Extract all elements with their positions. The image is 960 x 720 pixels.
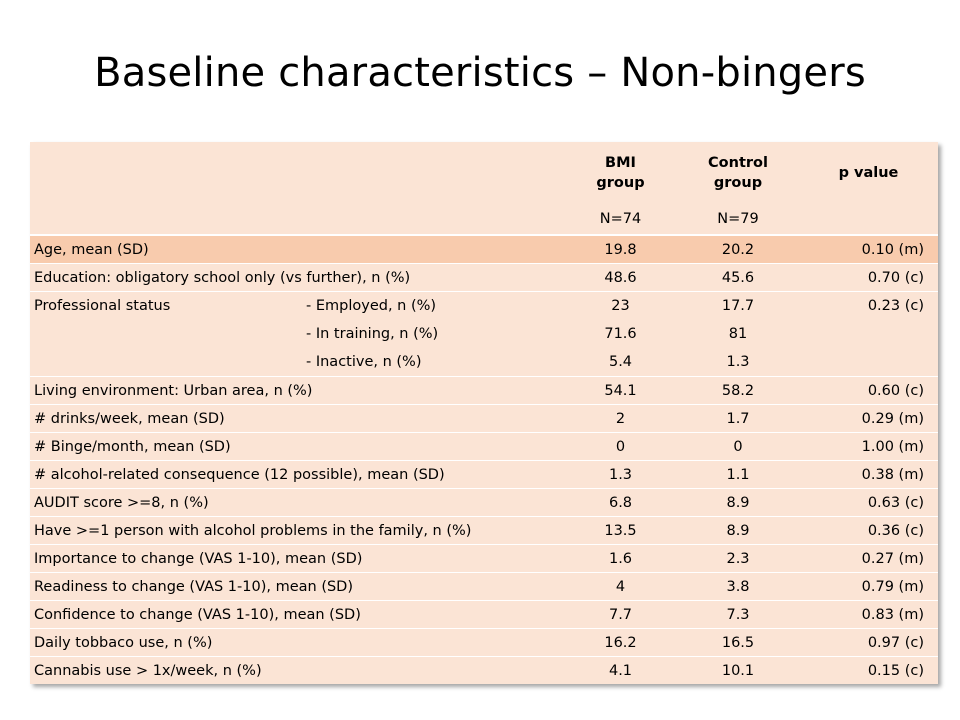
row-p-value: 0.38 (m)	[799, 460, 938, 489]
row-label: # Binge/month, mean (SD)	[30, 432, 564, 461]
row-bmi-value: 4.1	[564, 656, 677, 684]
row-control-value: 3.8	[677, 572, 799, 601]
row-label: Education: obligatory school only (vs fu…	[30, 263, 564, 292]
row-p-empty	[799, 348, 938, 377]
row-control-value: 0	[677, 432, 799, 461]
row-control-value: 10.1	[677, 656, 799, 684]
row-bmi-value: 1.6	[564, 544, 677, 573]
page-title: Baseline characteristics – Non-bingers	[94, 50, 866, 96]
row-label: Cannabis use > 1x/week, n (%)	[30, 656, 564, 684]
table-row: AUDIT score >=8, n (%) 6.8 8.9 0.63 (c)	[30, 488, 938, 517]
row-bmi-value: 0	[564, 432, 677, 461]
row-bmi-value: 48.6	[564, 263, 677, 292]
row-p-value: 0.79 (m)	[799, 572, 938, 601]
row-control-value: 8.9	[677, 516, 799, 545]
table-row: Living environment: Urban area, n (%) 54…	[30, 376, 938, 405]
header-control-line1: Control	[708, 155, 768, 171]
row-bmi-value: 4	[564, 572, 677, 601]
table-row: Importance to change (VAS 1-10), mean (S…	[30, 544, 938, 573]
row-label: AUDIT score >=8, n (%)	[30, 488, 564, 517]
row-sublabel: - Employed, n (%)	[302, 291, 564, 320]
row-label: Have >=1 person with alcohol problems in…	[30, 516, 564, 545]
row-bmi-value: 5.4	[564, 348, 677, 377]
row-control-value: 1.3	[677, 348, 799, 377]
row-control-value: 1.1	[677, 460, 799, 489]
row-label: Confidence to change (VAS 1-10), mean (S…	[30, 600, 564, 629]
table-row: Cannabis use > 1x/week, n (%) 4.1 10.1 0…	[30, 656, 938, 684]
row-bmi-value: 71.6	[564, 320, 677, 348]
row-bmi-value: 13.5	[564, 516, 677, 545]
row-p-value: 0.27 (m)	[799, 544, 938, 573]
row-p-value: 0.70 (c)	[799, 263, 938, 292]
row-p-value: 0.83 (m)	[799, 600, 938, 629]
row-bmi-value: 19.8	[564, 234, 677, 264]
header-control-group: Control group	[677, 142, 799, 204]
table-row: Confidence to change (VAS 1-10), mean (S…	[30, 600, 938, 629]
header-bmi-line1: BMI	[605, 155, 636, 171]
table-row: Have >=1 person with alcohol problems in…	[30, 516, 938, 545]
header-empty-cell	[30, 142, 564, 235]
table-row: Readiness to change (VAS 1-10), mean (SD…	[30, 572, 938, 601]
row-label: # drinks/week, mean (SD)	[30, 404, 564, 433]
header-bmi-line2: group	[596, 175, 645, 191]
row-p-value: 0.36 (c)	[799, 516, 938, 545]
row-control-value: 20.2	[677, 234, 799, 264]
header-p-value: p value	[799, 142, 938, 204]
row-label-empty	[30, 320, 302, 348]
table-row: # drinks/week, mean (SD) 2 1.7 0.29 (m)	[30, 404, 938, 433]
row-control-value: 2.3	[677, 544, 799, 573]
row-p-value: 0.60 (c)	[799, 376, 938, 405]
row-p-value: 0.15 (c)	[799, 656, 938, 684]
table-row: # Binge/month, mean (SD) 0 0 1.00 (m)	[30, 432, 938, 461]
baseline-table: BMI group Control group p value N=74 N=7…	[30, 142, 938, 684]
table-row-professional-employed: Professional status - Employed, n (%) 23…	[30, 291, 938, 320]
row-control-value: 16.5	[677, 628, 799, 657]
row-label-empty	[30, 348, 302, 377]
table-row-professional-training: - In training, n (%) 71.6 81	[30, 320, 938, 348]
table-row: Education: obligatory school only (vs fu…	[30, 263, 938, 292]
header-bmi-n: N=74	[564, 204, 677, 235]
row-bmi-value: 23	[564, 291, 677, 320]
row-label: Living environment: Urban area, n (%)	[30, 376, 564, 405]
row-label: Importance to change (VAS 1-10), mean (S…	[30, 544, 564, 573]
header-control-n: N=79	[677, 204, 799, 235]
header-control-line2: group	[713, 175, 763, 191]
row-control-value: 81	[677, 320, 799, 348]
row-label: Readiness to change (VAS 1-10), mean (SD…	[30, 572, 564, 601]
row-label: # alcohol-related consequence (12 possib…	[30, 460, 564, 489]
row-control-value: 8.9	[677, 488, 799, 517]
row-sublabel: - In training, n (%)	[302, 320, 564, 348]
row-bmi-value: 16.2	[564, 628, 677, 657]
row-p-value: 0.97 (c)	[799, 628, 938, 657]
row-p-empty	[799, 320, 938, 348]
row-bmi-value: 7.7	[564, 600, 677, 629]
row-control-value: 1.7	[677, 404, 799, 433]
row-label: Professional status	[30, 291, 302, 320]
row-p-value: 0.10 (m)	[799, 234, 938, 264]
row-p-value: 1.00 (m)	[799, 432, 938, 461]
row-label: Age, mean (SD)	[30, 234, 564, 264]
header-p-empty	[799, 204, 938, 235]
row-control-value: 58.2	[677, 376, 799, 405]
row-bmi-value: 54.1	[564, 376, 677, 405]
row-bmi-value: 1.3	[564, 460, 677, 489]
table-row: Age, mean (SD) 19.8 20.2 0.10 (m)	[30, 234, 938, 264]
row-sublabel: - Inactive, n (%)	[302, 348, 564, 377]
row-p-value: 0.29 (m)	[799, 404, 938, 433]
table-row: # alcohol-related consequence (12 possib…	[30, 460, 938, 489]
table-row: Daily tobbaco use, n (%) 16.2 16.5 0.97 …	[30, 628, 938, 657]
row-bmi-value: 6.8	[564, 488, 677, 517]
table-row-professional-inactive: - Inactive, n (%) 5.4 1.3	[30, 348, 938, 377]
row-bmi-value: 2	[564, 404, 677, 433]
row-label: Daily tobbaco use, n (%)	[30, 628, 564, 657]
row-control-value: 17.7	[677, 291, 799, 320]
header-bmi-group: BMI group	[564, 142, 677, 204]
row-p-value: 0.23 (c)	[799, 291, 938, 320]
row-p-value: 0.63 (c)	[799, 488, 938, 517]
row-control-value: 7.3	[677, 600, 799, 629]
row-control-value: 45.6	[677, 263, 799, 292]
